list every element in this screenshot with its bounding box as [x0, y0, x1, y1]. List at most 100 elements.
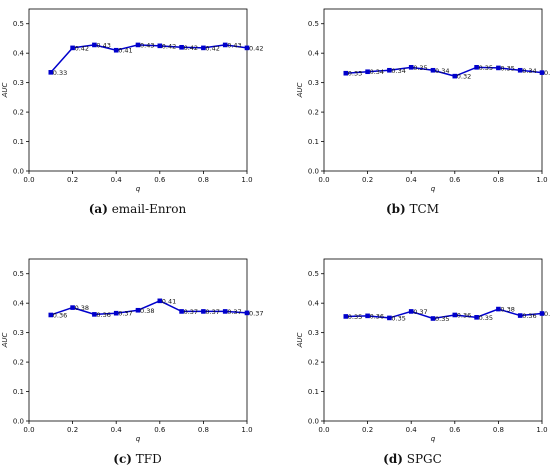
- caption-panel-b: (b) TCM: [275, 202, 550, 216]
- data-point: [452, 73, 458, 79]
- y-axis-label: AUC: [296, 82, 304, 98]
- data-label: 0.34: [435, 67, 449, 75]
- data-label: 0.35: [391, 314, 405, 322]
- x-tick-label: 0.6: [154, 426, 166, 434]
- series-line: [50, 44, 248, 73]
- data-label: 0.35: [479, 314, 493, 322]
- chart-panel-b: 0.0 0.1 0.2 0.3 0.4 0.5 0.0 0.2 0.4 0.6 0.8 1.0 q AUC…: [296, 8, 550, 193]
- y-tick-label: 0.4: [308, 50, 320, 58]
- data-point: [430, 316, 436, 321]
- data-point: [430, 67, 436, 73]
- data-label: 0.35: [348, 313, 362, 321]
- caption-letter: (d): [383, 452, 403, 466]
- data-label: 0.37: [249, 309, 263, 317]
- y-axis-label: AUC: [296, 332, 304, 348]
- data-point: [135, 307, 141, 313]
- chart-panel-d: 0.0 0.1 0.2 0.3 0.4 0.5 0.0 0.2 0.4 0.6 0.8 1.0 q AUC…: [296, 258, 550, 443]
- data-label: 0.36: [96, 311, 110, 319]
- caption-panel-c: (c) TFD: [0, 452, 275, 466]
- x-tick-label: 1.0: [536, 176, 547, 184]
- y-axis-label: AUC: [1, 332, 9, 348]
- plot-frame: [28, 258, 248, 422]
- data-label: 0.32: [457, 73, 471, 81]
- y-tick-label: 0.0: [13, 418, 24, 426]
- y-axis-label: AUC: [1, 82, 9, 98]
- x-tick-label: 0.4: [406, 426, 418, 434]
- x-tick-label: 0.4: [111, 426, 123, 434]
- y-tick-label: 0.3: [308, 329, 319, 337]
- x-tick-label: 0.6: [449, 426, 461, 434]
- x-tick-label: 0.0: [23, 426, 34, 434]
- data-point: [244, 45, 250, 51]
- data-label: 0.35: [500, 64, 514, 72]
- data-label: 0.35: [435, 315, 449, 323]
- caption-name: TFD: [135, 452, 162, 466]
- y-tick-label: 0.0: [308, 168, 319, 176]
- data-label: 0.36: [544, 310, 550, 318]
- data-label: 0.38: [140, 307, 154, 315]
- x-tick-label: 1.0: [241, 426, 252, 434]
- data-point: [157, 298, 163, 304]
- data-label: 0.35: [413, 64, 427, 72]
- data-label: 0.37: [413, 308, 427, 316]
- caption-letter: (b): [385, 202, 406, 216]
- x-axis-label: q: [431, 185, 436, 193]
- data-point: [70, 45, 75, 51]
- data-label: 0.43: [96, 41, 110, 49]
- data-label: 0.36: [370, 312, 384, 320]
- data-label: 0.43: [227, 41, 241, 49]
- data-label: 0.36: [457, 311, 471, 319]
- caption-letter: (c): [113, 452, 132, 466]
- caption-name: TCM: [409, 202, 440, 216]
- x-axis-label: q: [136, 185, 141, 193]
- data-label: 0.33: [348, 70, 362, 78]
- data-label: 0.42: [205, 44, 219, 52]
- y-tick-label: 0.1: [13, 138, 24, 146]
- series-line: [345, 66, 543, 77]
- y-tick-label: 0.2: [13, 359, 24, 367]
- y-tick-label: 0.0: [308, 418, 319, 426]
- data-point: [135, 42, 141, 48]
- x-tick-label: 0.2: [67, 426, 78, 434]
- y-tick-label: 0.1: [13, 388, 24, 396]
- data-point: [517, 313, 523, 318]
- data-point: [365, 69, 370, 75]
- x-tick-label: 0.2: [362, 426, 373, 434]
- data-point: [92, 312, 97, 317]
- x-axis-label: q: [431, 435, 436, 443]
- series-line: [345, 308, 543, 320]
- x-tick-label: 0.6: [449, 176, 461, 184]
- data-label: 0.42: [249, 44, 263, 52]
- y-tick-label: 0.4: [308, 300, 320, 308]
- y-tick-label: 0.5: [308, 270, 319, 278]
- x-tick-label: 0.2: [362, 176, 373, 184]
- data-label: 0.33: [544, 69, 550, 77]
- data-point: [474, 65, 479, 70]
- x-tick-label: 0.2: [67, 176, 78, 184]
- data-point: [474, 315, 479, 320]
- chart-panel-a: 0.0 0.1 0.2 0.3 0.4 0.5 0.0 0.2 0.4 0.6 0.8 1.0 q AUC…: [1, 8, 263, 193]
- x-axis-label: q: [136, 435, 141, 443]
- data-point: [365, 313, 370, 319]
- data-point: [92, 42, 97, 48]
- data-label: 0.38: [500, 306, 514, 314]
- y-tick-label: 0.4: [13, 300, 25, 308]
- data-point: [496, 65, 501, 71]
- data-point: [222, 42, 228, 48]
- y-tick-label: 0.1: [308, 388, 319, 396]
- data-point: [113, 47, 119, 53]
- data-point: [157, 43, 163, 49]
- data-point: [343, 314, 349, 319]
- x-tick-label: 0.4: [111, 176, 123, 184]
- plot-frame: [28, 8, 248, 172]
- plot-frame: [323, 8, 543, 172]
- x-tick-label: 0.8: [198, 426, 209, 434]
- x-tick-label: 0.8: [198, 176, 209, 184]
- data-label: 0.37: [184, 308, 198, 316]
- data-label: 0.42: [184, 44, 198, 52]
- x-tick-label: 0.0: [318, 426, 329, 434]
- data-label: 0.37: [227, 308, 241, 316]
- data-label: 0.34: [522, 67, 536, 75]
- caption-name: SPGC: [406, 452, 442, 466]
- y-tick-label: 0.0: [13, 168, 24, 176]
